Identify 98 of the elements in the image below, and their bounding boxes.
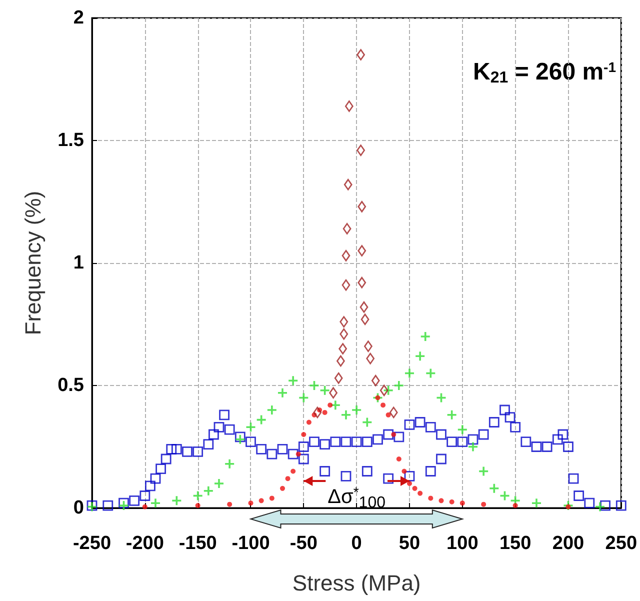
point [336, 355, 345, 367]
point [386, 412, 391, 418]
point [358, 276, 366, 288]
point [447, 410, 456, 420]
point [340, 316, 348, 328]
point [151, 498, 160, 508]
point [328, 402, 333, 408]
x-tick-label: 0 [351, 533, 362, 554]
point [248, 500, 254, 506]
point [310, 381, 319, 390]
point [313, 406, 322, 418]
point [342, 279, 350, 291]
point [380, 402, 386, 408]
point [595, 502, 604, 512]
point [342, 223, 352, 234]
point [532, 498, 541, 508]
point [356, 144, 366, 156]
x-tick-label: -250 [72, 533, 112, 554]
point [438, 498, 444, 504]
y-tick-label: 0.5 [58, 375, 84, 396]
point [394, 381, 404, 390]
point [195, 503, 200, 508]
annotation: Δσ*100 [328, 484, 386, 512]
y-tick-label: 0 [73, 498, 84, 518]
point [329, 387, 338, 399]
point [479, 466, 488, 476]
y-tick-label: 1.5 [58, 130, 84, 151]
point [380, 384, 388, 396]
point [358, 200, 366, 212]
x-tick-label: -150 [178, 533, 217, 554]
point [364, 340, 372, 352]
point [366, 352, 375, 364]
x-axis-title: Stress (MPa) [292, 570, 421, 596]
point [280, 486, 285, 491]
point [320, 386, 330, 395]
point [391, 432, 396, 437]
point [330, 400, 340, 410]
point [428, 496, 434, 501]
point [490, 484, 499, 493]
point [460, 500, 465, 506]
point [334, 372, 343, 384]
point [258, 498, 264, 504]
point [338, 343, 348, 354]
point [512, 503, 518, 508]
point [267, 406, 276, 414]
x-tick-label: 250 [605, 533, 637, 554]
point [406, 481, 412, 486]
point [458, 425, 467, 434]
point [204, 486, 213, 496]
point [360, 314, 370, 326]
point [341, 410, 350, 420]
x-tick-label: 150 [499, 533, 532, 554]
point [172, 496, 182, 506]
y-tick-label: 2 [73, 8, 84, 28]
point [246, 422, 256, 432]
point [296, 452, 301, 457]
point [344, 178, 352, 190]
x-tick-label: 50 [398, 533, 420, 554]
point [420, 332, 430, 341]
point [402, 468, 407, 474]
x-tick-label: 200 [552, 533, 584, 554]
x-tick-label: -200 [126, 533, 164, 554]
y-tick-label: 1 [73, 252, 84, 274]
point [352, 406, 362, 414]
point [342, 250, 350, 262]
point [416, 352, 425, 361]
point [269, 496, 274, 501]
point [412, 486, 418, 491]
x-tick-label: -50 [290, 533, 318, 554]
point [371, 374, 380, 386]
point [389, 406, 398, 418]
point [306, 420, 312, 425]
point [340, 328, 348, 340]
point [214, 479, 224, 488]
point [288, 376, 298, 386]
point [285, 476, 290, 482]
point [290, 468, 296, 474]
point [344, 100, 354, 112]
point [236, 434, 245, 444]
point [360, 301, 368, 313]
point [404, 368, 414, 378]
point [278, 388, 287, 398]
point [481, 502, 486, 507]
point [119, 501, 128, 510]
point [396, 456, 402, 462]
point [227, 502, 232, 507]
x-tick-label: -100 [232, 533, 270, 554]
point [418, 490, 423, 496]
y-axis-title: Frequency (%) [20, 190, 46, 336]
point [225, 459, 234, 468]
x-tick-label: 100 [446, 533, 478, 554]
point [356, 49, 366, 60]
point [449, 499, 454, 504]
point [142, 504, 148, 510]
point [358, 245, 366, 256]
point [301, 432, 306, 437]
point [322, 410, 328, 415]
point [468, 442, 478, 452]
